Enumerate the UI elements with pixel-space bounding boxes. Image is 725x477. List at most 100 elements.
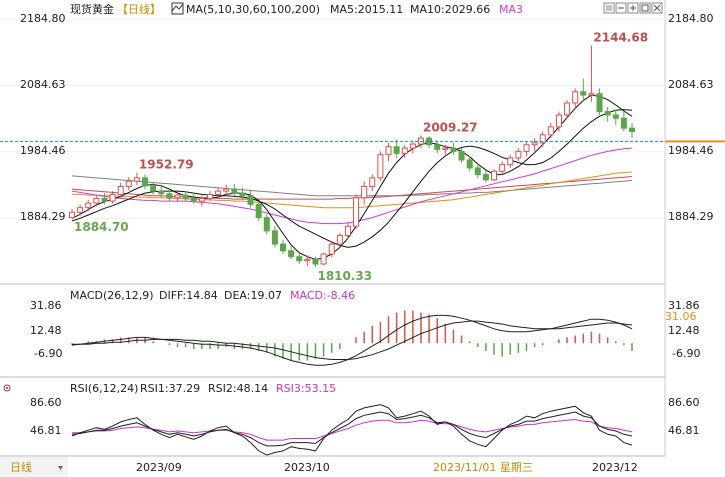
- candle-up: [344, 225, 351, 237]
- ma60-line: [72, 171, 633, 209]
- grid-icon[interactable]: [171, 2, 184, 15]
- candle-up: [377, 154, 384, 179]
- candle-up: [109, 193, 116, 202]
- candle-down: [312, 258, 319, 265]
- candle-up: [85, 202, 92, 209]
- candle-down: [458, 150, 465, 161]
- chevron-down-icon[interactable]: [58, 466, 63, 470]
- macd-dea-line: [72, 320, 633, 360]
- period-tab[interactable]: 日线: [10, 460, 32, 474]
- x-tick: 2023/12: [592, 461, 638, 474]
- candle-down: [231, 188, 238, 194]
- instrument-title: 现货黄金: [70, 2, 114, 16]
- candle-down: [271, 230, 278, 245]
- ma30-line: [71, 147, 633, 225]
- settings-icon[interactable]: [3, 384, 11, 392]
- candle-down: [158, 190, 165, 195]
- candle-up: [223, 188, 230, 192]
- price-tick-left: 2084.63: [20, 78, 66, 91]
- candle-up: [133, 177, 140, 182]
- candle-up: [572, 91, 579, 104]
- rsi-label: RSI(6,12,24): [70, 382, 138, 395]
- candle-up: [515, 150, 522, 159]
- candle-up: [198, 197, 205, 202]
- candle-down: [596, 93, 603, 113]
- candle-down: [288, 250, 295, 258]
- ma10-value: MA10:2029.66: [410, 3, 490, 16]
- macd-tick-right: -6.90: [672, 347, 700, 360]
- candle-down: [474, 167, 481, 176]
- candle-down: [190, 197, 197, 202]
- period-label[interactable]: 【日线】: [117, 2, 161, 16]
- macd-tick-left: 12.48: [30, 324, 62, 337]
- candle-up: [304, 258, 311, 262]
- price-annotation: 1884.70: [74, 220, 129, 234]
- macd-tick-right: 12.48: [668, 324, 700, 337]
- candle-down: [466, 159, 473, 169]
- add-icon[interactable]: [627, 2, 639, 14]
- candle-up: [523, 144, 530, 152]
- macd-dea-value: DEA:19.07: [224, 289, 282, 302]
- drag-icon[interactable]: [603, 2, 615, 14]
- candle-up: [442, 147, 449, 150]
- candle-up: [125, 180, 132, 187]
- price-annotation: 1810.33: [317, 269, 372, 283]
- price-tick-left: 2184.80: [20, 12, 66, 25]
- candle-down: [247, 195, 254, 205]
- macd-tick-left: -6.90: [34, 347, 62, 360]
- macd-series: [71, 310, 633, 366]
- candle-up: [401, 147, 408, 154]
- rsi-tick-left: 46.81: [30, 424, 62, 437]
- candle-up: [77, 207, 84, 213]
- period-tab-bg: [0, 457, 68, 477]
- ma-params-label[interactable]: MA(5,10,30,60,100,200): [186, 3, 320, 16]
- candle-up: [499, 164, 506, 172]
- current-price-marker: [665, 140, 725, 143]
- macd-macd-value: MACD:-8.46: [290, 289, 355, 302]
- candle-up: [555, 114, 562, 128]
- candle-up: [336, 235, 343, 245]
- rsi2-line: [71, 411, 633, 447]
- candle-down: [255, 203, 262, 219]
- rsi-tick-left: 86.60: [30, 396, 62, 409]
- candle-down: [142, 177, 149, 187]
- x-tick: 2023/09: [136, 461, 182, 474]
- ma10-line: [71, 109, 633, 248]
- candle-down: [101, 197, 108, 202]
- candle-up: [69, 211, 75, 219]
- candle-down: [629, 127, 635, 132]
- x-tick: 2023/10: [284, 461, 330, 474]
- candle-down: [434, 144, 441, 150]
- candle-up: [320, 253, 327, 265]
- minus-icon[interactable]: [615, 2, 627, 14]
- price-annotation: 1952.79: [139, 158, 194, 172]
- candle-down: [482, 174, 489, 181]
- price-tick-left: 1984.46: [20, 144, 66, 157]
- candles: [69, 45, 635, 268]
- macd-diff-value: DIFF:14.84: [159, 289, 218, 302]
- price-annotations: 2144.68 2009.27 1952.79 1884.70 1810.33: [74, 31, 648, 284]
- candle-up: [588, 93, 595, 96]
- restore-icon[interactable]: [639, 2, 651, 14]
- candle-down: [296, 256, 303, 262]
- price-tick-right: 2084.63: [668, 78, 714, 91]
- moving-averages: [71, 94, 633, 260]
- rsi-series: [71, 404, 633, 456]
- price-tick-left: 1884.29: [20, 210, 66, 223]
- grid: [0, 18, 665, 219]
- rsi1-value: RSI1:37.29: [140, 382, 200, 395]
- close-icon[interactable]: [651, 2, 663, 14]
- candle-up: [361, 185, 368, 199]
- candle-up: [385, 146, 392, 156]
- rsi3-value: RSI3:53.15: [276, 382, 336, 395]
- price-annotation: 2009.27: [423, 120, 478, 134]
- candle-up: [564, 102, 571, 116]
- ma100-line: [71, 176, 633, 200]
- rsi-tick-right: 46.81: [668, 424, 700, 437]
- macd-tick-left: 31.86: [30, 299, 62, 312]
- ma5-line: [71, 94, 633, 260]
- candle-down: [604, 111, 611, 116]
